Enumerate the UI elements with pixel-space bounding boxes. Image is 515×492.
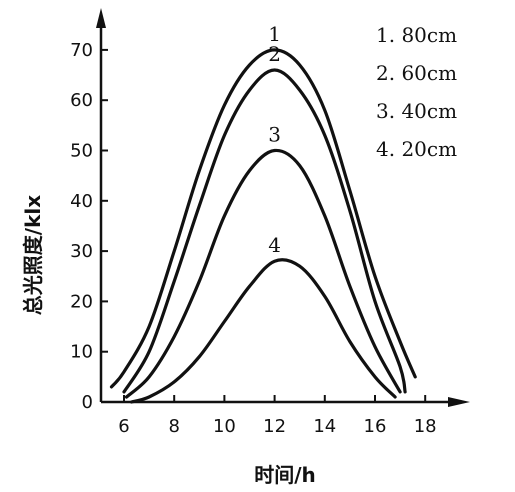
curve-label-2: 2 [268, 42, 281, 66]
x-axis-title: 时间/h [254, 463, 316, 487]
series-line-4 [129, 258, 397, 404]
curve-label-3: 3 [268, 123, 281, 147]
x-tick-label: 16 [364, 416, 387, 437]
legend-entry-2: 2. 60cm [376, 61, 457, 85]
curve-labels: 12 3 4 [268, 22, 281, 257]
series-line-3 [124, 148, 402, 399]
legend-entry-3: 3. 40cm [376, 99, 457, 123]
y-tick-label: 60 [70, 90, 93, 111]
curves [109, 48, 417, 404]
y-axis-arrow-icon [96, 8, 106, 28]
y-tick-label: 50 [70, 141, 93, 162]
legend-entry-1: 1. 80cm [376, 23, 457, 47]
x-tick-label: 8 [168, 416, 179, 437]
x-axis-arrow-icon [448, 397, 470, 407]
y-tick-label: 20 [70, 291, 93, 312]
y-tick-label: 0 [82, 392, 93, 413]
curve-label-1: 1 [268, 22, 281, 46]
x-tick-label: 10 [213, 416, 236, 437]
y-tick-label: 40 [70, 191, 93, 212]
legend-entry-4: 4. 20cm [376, 137, 457, 161]
x-tick-label: 12 [263, 416, 286, 437]
x-tick-label: 14 [313, 416, 336, 437]
y-tick-label: 70 [70, 40, 93, 61]
y-tick-label: 10 [70, 342, 93, 363]
y-ticks: 0 10 20 30 40 50 60 70 [70, 40, 108, 413]
x-tick-label: 6 [118, 416, 129, 437]
legend: 1. 80cm 2. 60cm 3. 40cm 4. 20cm [376, 23, 457, 161]
x-tick-label: 18 [414, 416, 437, 437]
series-line-1 [109, 48, 417, 389]
y-axis-title: 总光照度/klx [21, 195, 45, 315]
y-tick-label: 30 [70, 241, 93, 262]
curve-label-4: 4 [268, 233, 281, 257]
series-line-2 [122, 68, 407, 394]
x-ticks: 6 8 10 12 14 16 18 [118, 395, 437, 437]
